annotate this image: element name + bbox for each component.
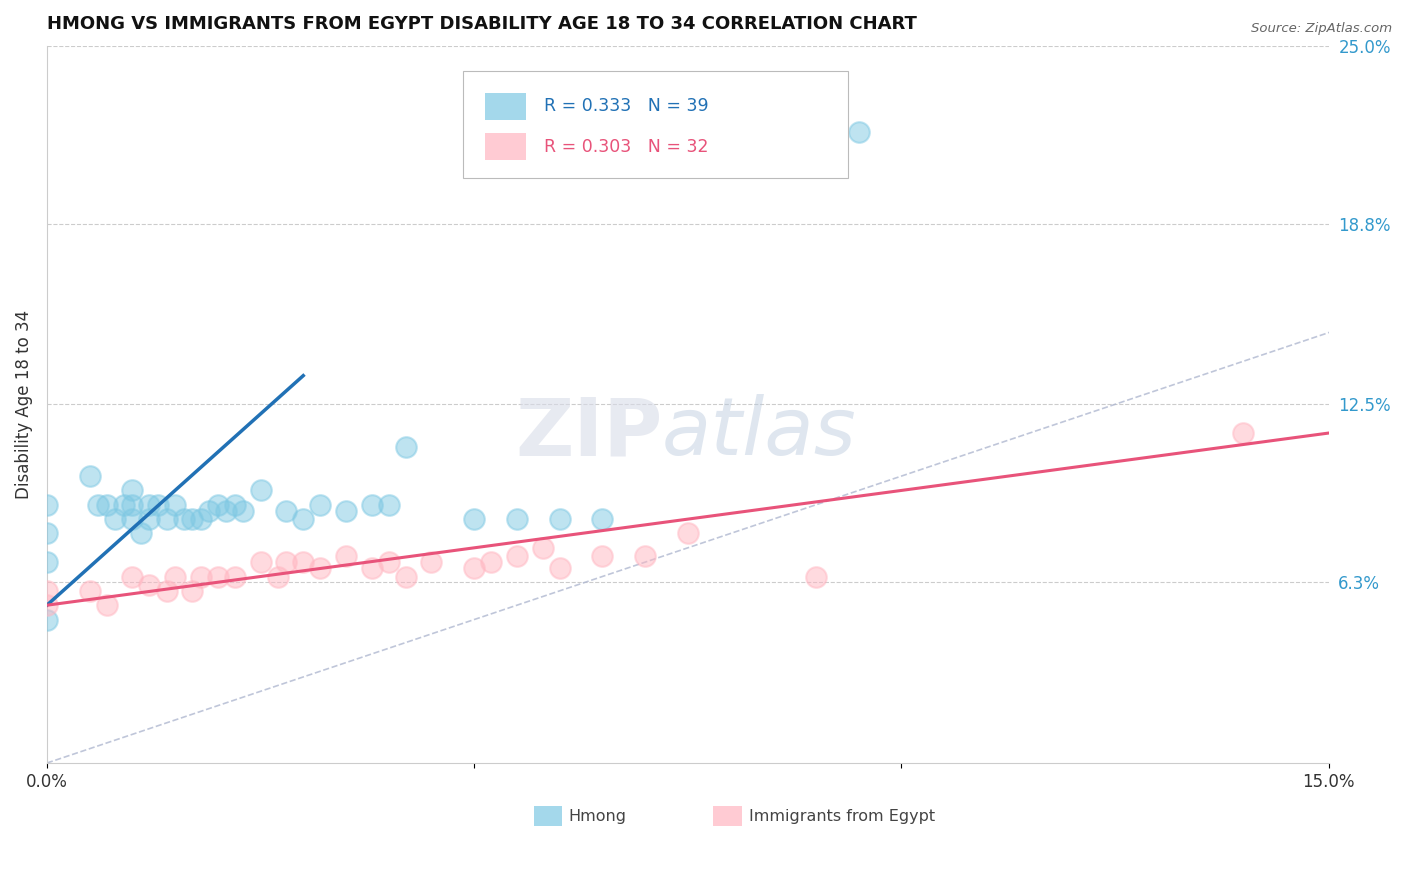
Point	[138, 498, 160, 512]
Point	[506, 512, 529, 526]
Point	[266, 569, 288, 583]
FancyBboxPatch shape	[464, 70, 848, 178]
Text: Hmong: Hmong	[568, 809, 627, 824]
Point	[804, 569, 827, 583]
Point	[35, 498, 58, 512]
Point	[276, 555, 298, 569]
Text: R = 0.303   N = 32: R = 0.303 N = 32	[544, 137, 709, 156]
Bar	[713, 806, 741, 826]
Point	[249, 555, 271, 569]
Text: atlas: atlas	[662, 394, 856, 472]
Point	[198, 503, 221, 517]
Point	[112, 498, 135, 512]
Point	[309, 498, 332, 512]
Point	[96, 598, 118, 612]
Point	[420, 555, 443, 569]
Point	[360, 561, 382, 575]
Point	[35, 613, 58, 627]
Point	[591, 512, 613, 526]
Point	[292, 512, 315, 526]
Point	[35, 526, 58, 541]
Point	[155, 512, 177, 526]
Point	[129, 526, 152, 541]
Bar	[485, 133, 526, 161]
Bar	[534, 806, 562, 826]
Text: ZIP: ZIP	[515, 394, 662, 472]
Point	[249, 483, 271, 498]
Point	[276, 503, 298, 517]
Point	[395, 441, 418, 455]
Point	[335, 549, 357, 564]
Text: Source: ZipAtlas.com: Source: ZipAtlas.com	[1251, 22, 1392, 36]
Point	[146, 498, 169, 512]
Point	[506, 549, 529, 564]
Point	[591, 549, 613, 564]
Point	[207, 569, 229, 583]
Point	[121, 569, 143, 583]
Point	[634, 549, 657, 564]
Point	[35, 555, 58, 569]
Point	[121, 498, 143, 512]
Point	[224, 569, 246, 583]
Point	[531, 541, 554, 555]
Point	[79, 583, 101, 598]
Point	[479, 555, 502, 569]
Point	[121, 483, 143, 498]
Point	[309, 561, 332, 575]
Point	[190, 569, 212, 583]
Bar	[485, 93, 526, 120]
Point	[173, 512, 195, 526]
Point	[190, 512, 212, 526]
Point	[395, 569, 418, 583]
Point	[181, 583, 204, 598]
Point	[165, 569, 187, 583]
Text: HMONG VS IMMIGRANTS FROM EGYPT DISABILITY AGE 18 TO 34 CORRELATION CHART: HMONG VS IMMIGRANTS FROM EGYPT DISABILIT…	[46, 15, 917, 33]
Point	[35, 598, 58, 612]
Point	[207, 498, 229, 512]
Text: Immigrants from Egypt: Immigrants from Egypt	[749, 809, 935, 824]
Point	[377, 498, 399, 512]
Point	[138, 578, 160, 592]
Point	[463, 512, 485, 526]
Point	[79, 469, 101, 483]
Point	[463, 561, 485, 575]
Point	[87, 498, 110, 512]
Point	[1232, 425, 1254, 440]
Point	[335, 503, 357, 517]
Point	[181, 512, 204, 526]
Point	[121, 512, 143, 526]
Text: R = 0.333   N = 39: R = 0.333 N = 39	[544, 97, 709, 115]
Point	[165, 498, 187, 512]
Point	[676, 526, 699, 541]
Point	[360, 498, 382, 512]
Point	[232, 503, 254, 517]
Point	[548, 512, 571, 526]
Point	[548, 561, 571, 575]
Point	[292, 555, 315, 569]
Point	[155, 583, 177, 598]
Point	[224, 498, 246, 512]
Y-axis label: Disability Age 18 to 34: Disability Age 18 to 34	[15, 310, 32, 499]
Point	[96, 498, 118, 512]
Point	[138, 512, 160, 526]
Point	[104, 512, 127, 526]
Point	[377, 555, 399, 569]
Point	[35, 583, 58, 598]
Point	[215, 503, 238, 517]
Point	[848, 125, 870, 139]
